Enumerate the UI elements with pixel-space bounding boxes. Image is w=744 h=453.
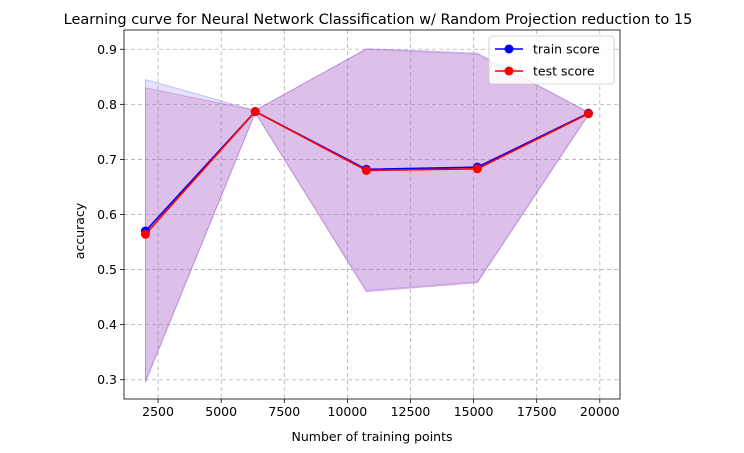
x-tick-label: 20000 <box>580 404 620 419</box>
axis-ticks: 2500 5000 7500 10000 12500 15000 17500 20000 0.3… <box>97 42 620 419</box>
y-axis-label: accuracy <box>72 202 87 259</box>
y-tick-label: 0.4 <box>97 317 117 332</box>
chart-title: Learning curve for Neural Network Classi… <box>64 12 693 28</box>
x-tick-label: 12500 <box>391 404 431 419</box>
x-tick-label: 7500 <box>268 404 300 419</box>
y-tick-label: 0.6 <box>97 207 117 222</box>
y-tick-label: 0.9 <box>97 42 117 57</box>
test-score-point <box>583 109 593 119</box>
confidence-bands <box>144 48 589 383</box>
x-tick-label: 5000 <box>205 404 237 419</box>
x-tick-label: 17500 <box>517 404 557 419</box>
test-score-legend-label: test score <box>533 64 595 79</box>
x-axis-label: Number of training points <box>292 429 453 444</box>
test-score-point <box>361 165 371 175</box>
series-points <box>140 107 593 239</box>
x-tick-label: 10000 <box>328 404 368 419</box>
test-score-legend-marker <box>504 66 514 76</box>
y-tick-label: 0.5 <box>97 262 117 277</box>
test-score-point <box>140 229 150 239</box>
train-score-legend-marker <box>504 44 514 54</box>
test-score-point <box>472 164 482 174</box>
legend-box <box>488 35 615 85</box>
test-score-point <box>250 107 260 117</box>
y-tick-label: 0.7 <box>97 152 117 167</box>
x-tick-label: 2500 <box>142 404 174 419</box>
train-score-legend-label: train score <box>533 42 600 57</box>
grid-lines <box>124 30 620 399</box>
x-tick-label: 15000 <box>454 404 494 419</box>
y-tick-label: 0.3 <box>97 372 117 387</box>
y-tick-label: 0.8 <box>97 97 117 112</box>
legend: train score test score <box>488 35 615 85</box>
